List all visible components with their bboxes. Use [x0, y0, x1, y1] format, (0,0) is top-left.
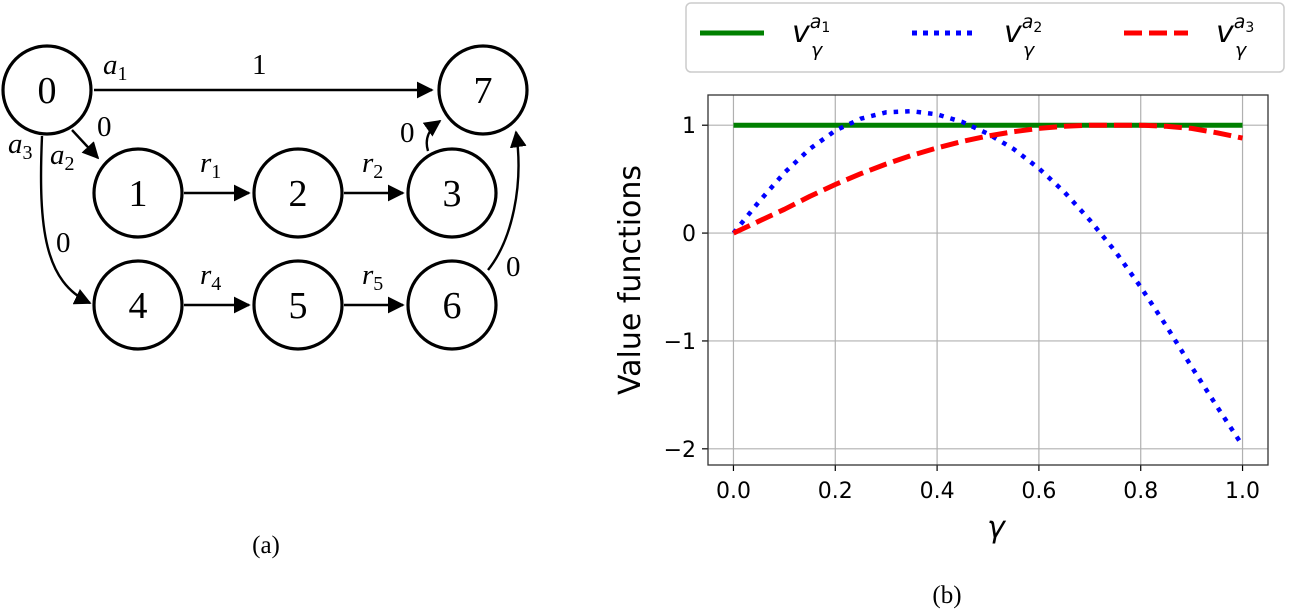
- axes-frame: [707, 94, 1269, 466]
- legend-item-1: va1 γ: [700, 11, 830, 61]
- edge-6-7: [487, 130, 527, 271]
- node-circle: [437, 44, 529, 136]
- legend-item-3: va3 γ: [1124, 11, 1254, 61]
- node-4: 4: [92, 259, 184, 351]
- node-label: 2: [289, 173, 308, 215]
- x-tick-label: 0.4: [920, 479, 955, 504]
- label-a1: a1: [103, 49, 128, 85]
- node-0: 0: [1, 44, 93, 136]
- label-reward-6-7: 0: [506, 251, 521, 283]
- panel-a-diagram: 01 2 34 5 67 a1 1 0 a2 a3 0 r1 r2 0 r4 r5 0 …: [1, 44, 529, 559]
- edge-0-1: [71, 129, 100, 160]
- node-label: 5: [289, 285, 308, 327]
- node-circle: [1, 44, 93, 136]
- node-1: 1: [92, 147, 184, 239]
- node-circle: [92, 259, 184, 351]
- label-a3: a3: [8, 128, 33, 164]
- axes-background: [708, 95, 1268, 465]
- node-label: 0: [38, 70, 57, 112]
- label-a2: a2: [50, 139, 75, 175]
- label-reward-0-4: 0: [56, 227, 71, 259]
- label-r5: r5: [362, 259, 383, 295]
- node-circle: [252, 147, 344, 239]
- label-r1: r1: [200, 147, 221, 183]
- label-reward-0-1: 0: [97, 111, 112, 143]
- node-circle: [252, 259, 344, 351]
- nodes: 01 2 34 5 67: [1, 44, 529, 351]
- y-tick-label: −1: [664, 330, 696, 355]
- y-tick-label: 0: [682, 222, 696, 247]
- node-circle: [92, 147, 184, 239]
- x-tick-label: 0.6: [1021, 479, 1056, 504]
- node-label: 3: [443, 173, 462, 215]
- x-axis-label: γ: [987, 510, 1007, 545]
- series-line-2: [731, 108, 1245, 447]
- node-label: 1: [129, 173, 148, 215]
- legend-item-2: va2 γ: [912, 11, 1042, 61]
- node-label: 7: [474, 70, 493, 112]
- node-7: 7: [437, 44, 529, 136]
- node-label: 6: [443, 285, 462, 327]
- label-reward-0-7: 1: [252, 49, 267, 81]
- panel-b-chart: va1 γ va2 γ va3 γ 0.0 0.2 0.4 0.6 0.8 1.0 −2 −1 0 1 Va…: [613, 2, 1285, 609]
- node-5: 5: [252, 259, 344, 351]
- legend-label: va3 γ: [1216, 11, 1254, 61]
- edge-0-4: [39, 135, 92, 305]
- node-6: 6: [406, 259, 498, 351]
- edge-labels: a1 1 0 a2 a3 0 r1 r2 0 r4 r5 0: [8, 49, 521, 295]
- node-2: 2: [252, 147, 344, 239]
- node-circle: [406, 259, 498, 351]
- x-tick-label: 0.0: [716, 479, 751, 504]
- y-tick-label: 1: [682, 114, 696, 139]
- x-tick-label: 0.2: [818, 479, 853, 504]
- edges: [39, 81, 527, 314]
- y-tick-label: −2: [664, 438, 696, 463]
- caption-b: (b): [932, 582, 961, 609]
- label-r4: r4: [200, 259, 221, 295]
- node-label: 4: [129, 285, 148, 327]
- legend: va1 γ va2 γ va3 γ: [685, 2, 1285, 73]
- plot-area: 0.0 0.2 0.4 0.6 0.8 1.0 −2 −1 0 1: [664, 94, 1269, 504]
- legend-frame: [685, 2, 1285, 73]
- edge-3-7: [422, 120, 442, 152]
- caption-a: (a): [252, 532, 280, 559]
- x-tick-label: 1.0: [1225, 479, 1260, 504]
- node-3: 3: [406, 147, 498, 239]
- label-reward-3-7: 0: [400, 117, 415, 149]
- x-tick-label: 0.8: [1123, 479, 1158, 504]
- legend-label: va1 γ: [792, 11, 830, 61]
- legend-label: va2 γ: [1004, 11, 1042, 61]
- y-axis-label: Value functions: [613, 165, 648, 395]
- label-r2: r2: [362, 147, 383, 183]
- node-circle: [406, 147, 498, 239]
